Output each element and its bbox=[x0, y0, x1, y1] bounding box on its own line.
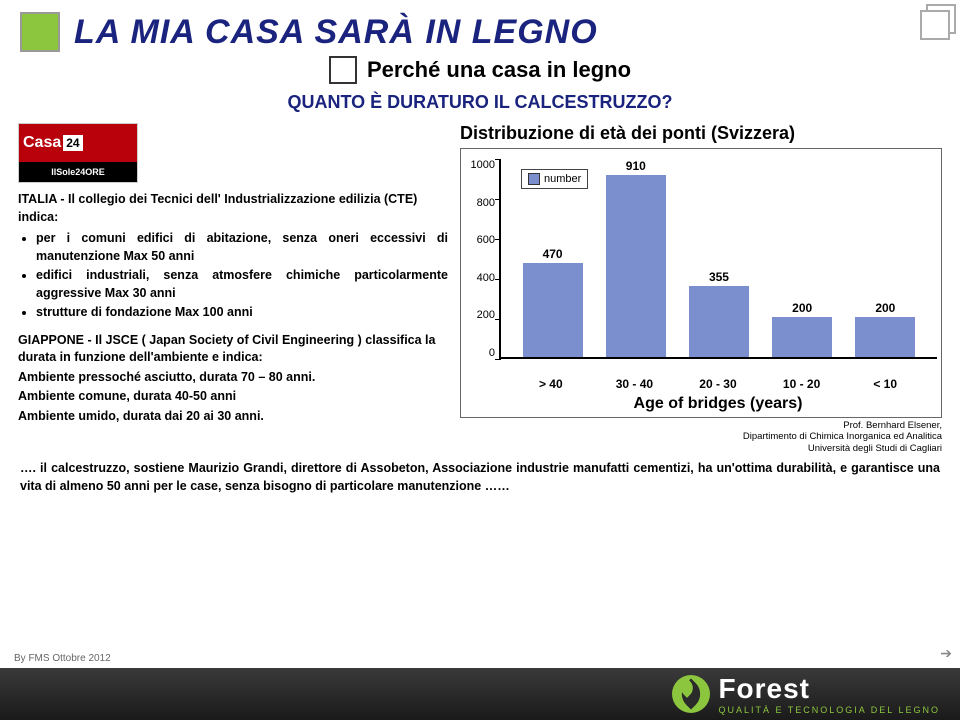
subtitle-row: Perché una casa in legno bbox=[0, 56, 960, 84]
y-axis: 10008006004002000 bbox=[465, 159, 499, 359]
giappone-l3: Ambiente umido, durata dai 20 ai 30 anni… bbox=[18, 409, 264, 423]
italia-bullet-1: per i comuni edifici di abitazione, senz… bbox=[36, 231, 448, 263]
magazine-name: Casa bbox=[23, 134, 61, 152]
content: Casa 24 IlSole24ORE ITALIA - Il collegio… bbox=[0, 113, 960, 454]
chart-caption: Prof. Bernhard Elsener, Dipartimento di … bbox=[460, 420, 942, 454]
subtitle: Perché una casa in legno bbox=[367, 57, 631, 83]
italia-lead: ITALIA - Il collegio dei Tecnici dell' I… bbox=[18, 192, 417, 224]
footer-bar: Forest QUALITÀ E TECNOLOGIA DEL LEGNO bbox=[0, 668, 960, 720]
bar-1020: 200 bbox=[762, 301, 842, 357]
magazine-logo: Casa 24 IlSole24ORE bbox=[18, 123, 138, 183]
magazine-tag: IlSole24ORE bbox=[19, 162, 137, 182]
bar-10: 200 bbox=[845, 301, 925, 357]
italia-bullet-3: strutture di fondazione Max 100 anni bbox=[36, 305, 253, 319]
brand-name: Forest bbox=[718, 673, 810, 705]
giappone-l2: Ambiente comune, durata 40-50 anni bbox=[18, 389, 236, 403]
bars-container: 470910355200200 bbox=[501, 159, 937, 357]
question-title: QUANTO È DURATURO IL CALCESTRUZZO? bbox=[0, 92, 960, 113]
bar-3040: 910 bbox=[596, 159, 676, 357]
giappone-l1: Ambiente pressoché asciutto, durata 70 –… bbox=[18, 370, 315, 384]
main-title: LA MIA CASA SARÀ IN LEGNO bbox=[74, 13, 598, 52]
magazine-num: 24 bbox=[63, 135, 82, 151]
quote-text: …. il calcestruzzo, sostiene Maurizio Gr… bbox=[0, 454, 960, 495]
next-arrow-icon: ➔ bbox=[940, 645, 952, 662]
plot-area: number 470910355200200 bbox=[499, 159, 937, 359]
white-bullet bbox=[329, 56, 357, 84]
green-bullet bbox=[20, 12, 60, 52]
bar-40: 470 bbox=[513, 247, 593, 357]
italia-block: ITALIA - Il collegio dei Tecnici dell' I… bbox=[18, 191, 448, 322]
bar-chart: 10008006004002000 number 470910355200200… bbox=[460, 148, 942, 418]
giappone-lead: GIAPPONE - Il JSCE ( Japan Society of Ci… bbox=[18, 333, 435, 365]
header: LA MIA CASA SARÀ IN LEGNO bbox=[0, 0, 960, 52]
x-axis-labels: > 4030 - 4020 - 3010 - 20< 10 bbox=[499, 377, 937, 391]
chart-title: Distribuzione di età dei ponti (Svizzera… bbox=[460, 123, 942, 144]
giappone-block: GIAPPONE - Il JSCE ( Japan Society of Ci… bbox=[18, 332, 448, 426]
italia-bullet-2: edifici industriali, senza atmosfere chi… bbox=[36, 268, 448, 300]
bar-2030: 355 bbox=[679, 270, 759, 357]
brand-tagline: QUALITÀ E TECNOLOGIA DEL LEGNO bbox=[718, 705, 940, 715]
credit-text: By FMS Ottobre 2012 bbox=[14, 653, 111, 664]
x-axis-title: Age of bridges (years) bbox=[499, 395, 937, 413]
leaf-icon bbox=[672, 675, 710, 713]
